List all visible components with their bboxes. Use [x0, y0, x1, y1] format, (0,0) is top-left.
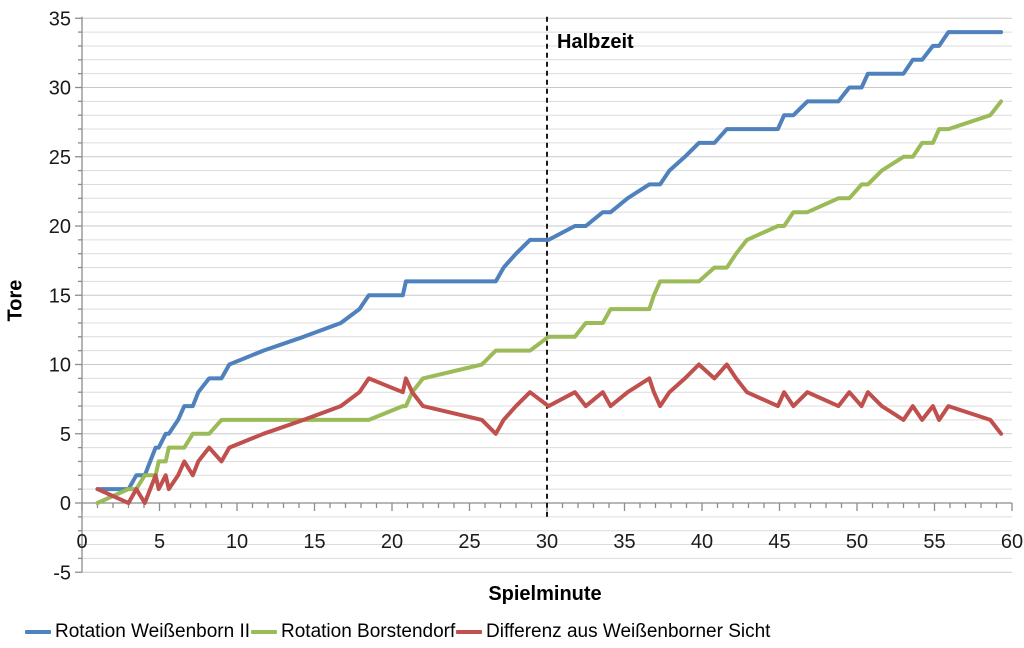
y-tick-label: -5: [53, 562, 71, 584]
x-tick-label: 50: [846, 531, 868, 553]
legend-swatch-weissenborn: [25, 630, 51, 634]
x-tick-label: 20: [381, 531, 403, 553]
x-tick-label: 55: [923, 531, 945, 553]
y-tick-label: 10: [49, 355, 71, 377]
y-tick-label: 35: [49, 8, 71, 30]
series-line-2: [95, 362, 1004, 505]
x-tick-label: 35: [613, 531, 635, 553]
x-tick-label: 25: [458, 531, 480, 553]
y-tick-label: 15: [49, 285, 71, 307]
x-axis-title: Spielminute: [488, 583, 602, 605]
y-tick-label: 20: [49, 216, 71, 238]
x-tick-label: 30: [536, 531, 558, 553]
legend-item-borstendorf: Rotation Borstendorf: [251, 619, 455, 645]
x-tick-label: 0: [76, 531, 87, 553]
legend-item-differenz: Differenz aus Weißenborner Sicht: [456, 619, 770, 645]
y-tick-label: 5: [60, 424, 71, 446]
halftime-annotation-label: Halbzeit: [557, 31, 634, 53]
y-tick-label: 25: [49, 147, 71, 169]
legend-label-differenz: Differenz aus Weißenborner Sicht: [486, 621, 771, 642]
y-axis-title: Tore: [4, 279, 27, 322]
x-tick-label: 45: [768, 531, 790, 553]
legend-label-borstendorf: Rotation Borstendorf: [281, 621, 456, 642]
legend-item-weissenborn: Rotation Weißenborn II: [25, 619, 250, 645]
x-tick-label: 10: [226, 531, 248, 553]
legend-swatch-differenz: [456, 630, 482, 634]
x-tick-label: 40: [691, 531, 713, 553]
legend-label-weissenborn: Rotation Weißenborn II: [55, 621, 251, 642]
x-tick-label: 5: [154, 531, 165, 553]
y-tick-label: 30: [49, 78, 71, 100]
chart-legend: Rotation Weißenborn II Rotation Borstend…: [0, 619, 1024, 647]
series-line-0: [95, 30, 1004, 492]
x-tick-label: 15: [303, 531, 325, 553]
y-tick-label: 0: [60, 493, 71, 515]
legend-swatch-borstendorf: [251, 630, 277, 634]
series-line-1: [95, 99, 1004, 505]
x-tick-label: 60: [1001, 531, 1023, 553]
